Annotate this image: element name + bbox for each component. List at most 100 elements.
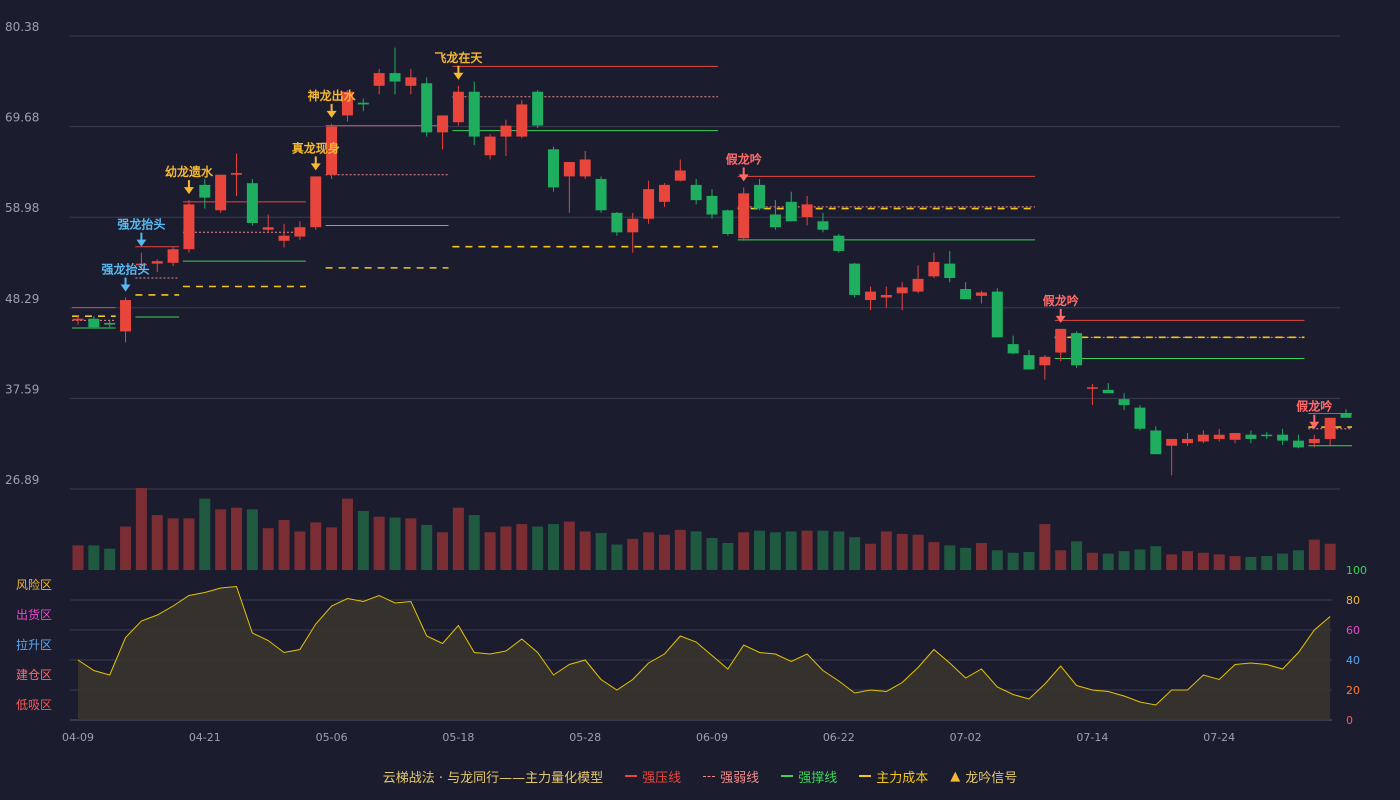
candle [674,159,686,182]
signal-label: 飞龙在天 [434,50,483,65]
volume-bar [769,532,781,570]
candle-body [722,210,734,235]
candle [135,252,147,270]
signal-marker: 飞龙在天 [434,50,483,80]
candle-body [563,162,575,177]
candle [421,77,433,137]
candle [373,68,385,95]
candle-body [231,173,242,175]
x-tick-label: 06-22 [823,731,855,744]
volume-bar [341,498,353,570]
volume-bar [373,516,385,570]
candle [278,223,290,248]
candle-body [896,287,908,294]
volume-bar [833,531,845,570]
candle [643,180,655,224]
candle-body [674,170,686,181]
volume-bar [579,531,591,570]
candle [849,262,861,298]
candle-body [643,189,655,219]
oscillator-series [77,585,1331,720]
candle [405,68,417,95]
x-axis: 04-09 04-21 05-06 05-18 05-28 06-09 06-22 07-02… [62,731,1235,744]
pressure-line-swatch-icon [625,775,638,777]
signal-arrow-icon [310,163,321,171]
oscillator-tick-label: 60 [1346,624,1360,637]
signal-label: 假龙吟 [1296,399,1332,414]
candle [484,134,496,160]
signal-marker: 真龙现身 [292,140,340,171]
candle [1261,432,1273,439]
oscillator-tick-label: 40 [1346,654,1360,667]
candle [326,123,338,179]
candle-body [1197,434,1209,442]
candle [1118,393,1130,411]
candle [865,286,876,311]
candle [1324,417,1336,446]
candle [1023,350,1035,370]
volume-bar [1292,550,1304,570]
volume-bar [1023,551,1035,570]
volume-bar [1071,541,1083,570]
candle-body [246,183,258,223]
candle [595,176,607,213]
candle-body [532,91,544,126]
candle-body [960,289,972,300]
volume-bar [104,548,116,570]
candle-body [944,263,956,279]
volume-bar [1245,556,1257,570]
volume-bar [1166,554,1178,570]
candle [769,200,781,230]
price-axis: 80.38 69.68 58.98 48.29 37.59 26.89 [5,20,39,487]
volume-bar [72,545,84,570]
candle-body [706,195,718,215]
candle [912,265,924,294]
candle [151,259,163,273]
legend-pressure: 强压线 [625,767,681,786]
price-tick-label: 48.29 [5,292,39,306]
volume-bar [975,542,987,570]
candle [579,151,591,179]
x-tick-label: 05-06 [316,731,348,744]
candle [262,214,274,233]
signal-arrow-icon [120,284,131,292]
volume-bar [801,530,813,570]
candle-body [72,318,84,321]
volume-bar [690,531,702,570]
volume-bar [912,534,924,570]
volume-bar [960,547,972,570]
x-tick-label: 05-18 [442,731,474,744]
legend-weak-label: 强弱线 [720,770,760,786]
volume-bar [468,515,480,570]
candle-body [801,204,813,218]
signal-label: 假龙吟 [1043,293,1079,308]
candle-body [1182,438,1193,444]
candle [120,297,132,343]
volume-bar [1086,552,1098,570]
oscillator-zone-label: 出货区 [16,607,52,622]
candle [199,178,211,209]
volume-bar [1197,552,1209,570]
candle-body [1055,328,1067,353]
volume-bar [1324,543,1336,570]
candle-body [1340,413,1352,418]
volume-bar [421,524,433,570]
candle-body [1229,433,1241,440]
candle-body [880,294,892,298]
volume-bar [1134,549,1146,570]
candle-body [754,184,766,209]
volume-bar [706,538,718,570]
candle [991,288,1003,338]
candle-body [135,263,147,266]
x-tick-label: 04-09 [62,731,94,744]
oscillator-zone-label: 建仓区 [16,668,52,682]
legend-support: 强撑线 [781,767,837,786]
candle-body [1308,438,1320,444]
candle-body [389,73,401,82]
candle [690,178,702,205]
candle-body [405,77,417,86]
volume-bar [674,529,686,570]
volume-bar [1150,546,1162,570]
candle-body [151,261,163,264]
